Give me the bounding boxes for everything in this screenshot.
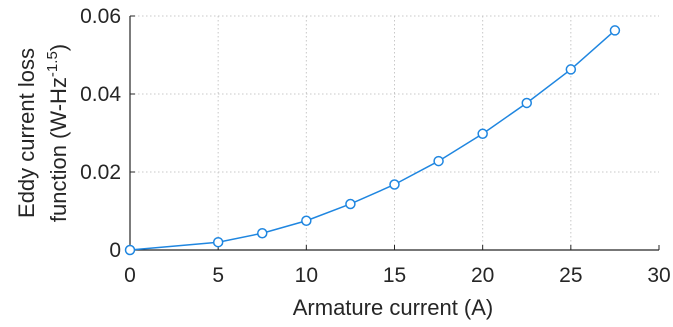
x-tick-label-3: 15: [383, 264, 406, 287]
series-line-0: [129, 29, 616, 251]
data-point-1: [212, 236, 224, 248]
data-point-8: [521, 97, 532, 109]
data-point-5: [389, 179, 400, 190]
x-axis-title: Armature current (A): [293, 295, 494, 320]
grid-lines: [130, 15, 659, 250]
y-tick-label-1: 0.02: [80, 161, 121, 184]
data-point-4: [345, 198, 356, 210]
y-tick-label-2: 0.04: [80, 83, 121, 106]
x-tick-label-5: 25: [559, 264, 582, 287]
data-point-0: [124, 244, 136, 256]
y-axis-title-line2-suffix: ): [46, 44, 71, 51]
y-axis-title-line1: Eddy current loss: [14, 48, 39, 218]
data-point-3: [301, 215, 312, 226]
x-ticks: 0 5 10 15 20 25 30: [124, 245, 671, 287]
y-axis-title-line2: function (W-Hz-1.5): [44, 44, 71, 222]
data-point-7: [477, 128, 488, 140]
data-point-9: [565, 64, 577, 75]
y-tick-label-3: 0.06: [80, 5, 121, 28]
x-tick-label-6: 30: [647, 264, 670, 287]
y-tick-label-0: 0: [109, 239, 121, 262]
data-point-6: [433, 155, 444, 167]
x-tick-label-2: 10: [295, 264, 318, 287]
y-axis-title-line2-prefix: function (W-Hz: [46, 77, 71, 222]
x-tick-label-1: 5: [212, 264, 224, 287]
y-ticks: 0 0.02 0.04 0.06: [80, 5, 135, 262]
x-tick-label-0: 0: [124, 264, 136, 287]
data-series: [124, 25, 621, 256]
data-point-10: [609, 25, 621, 36]
x-tick-label-4: 20: [471, 264, 494, 287]
y-axis-title-line2-sup: -1.5: [44, 51, 61, 77]
data-point-2: [257, 227, 268, 239]
